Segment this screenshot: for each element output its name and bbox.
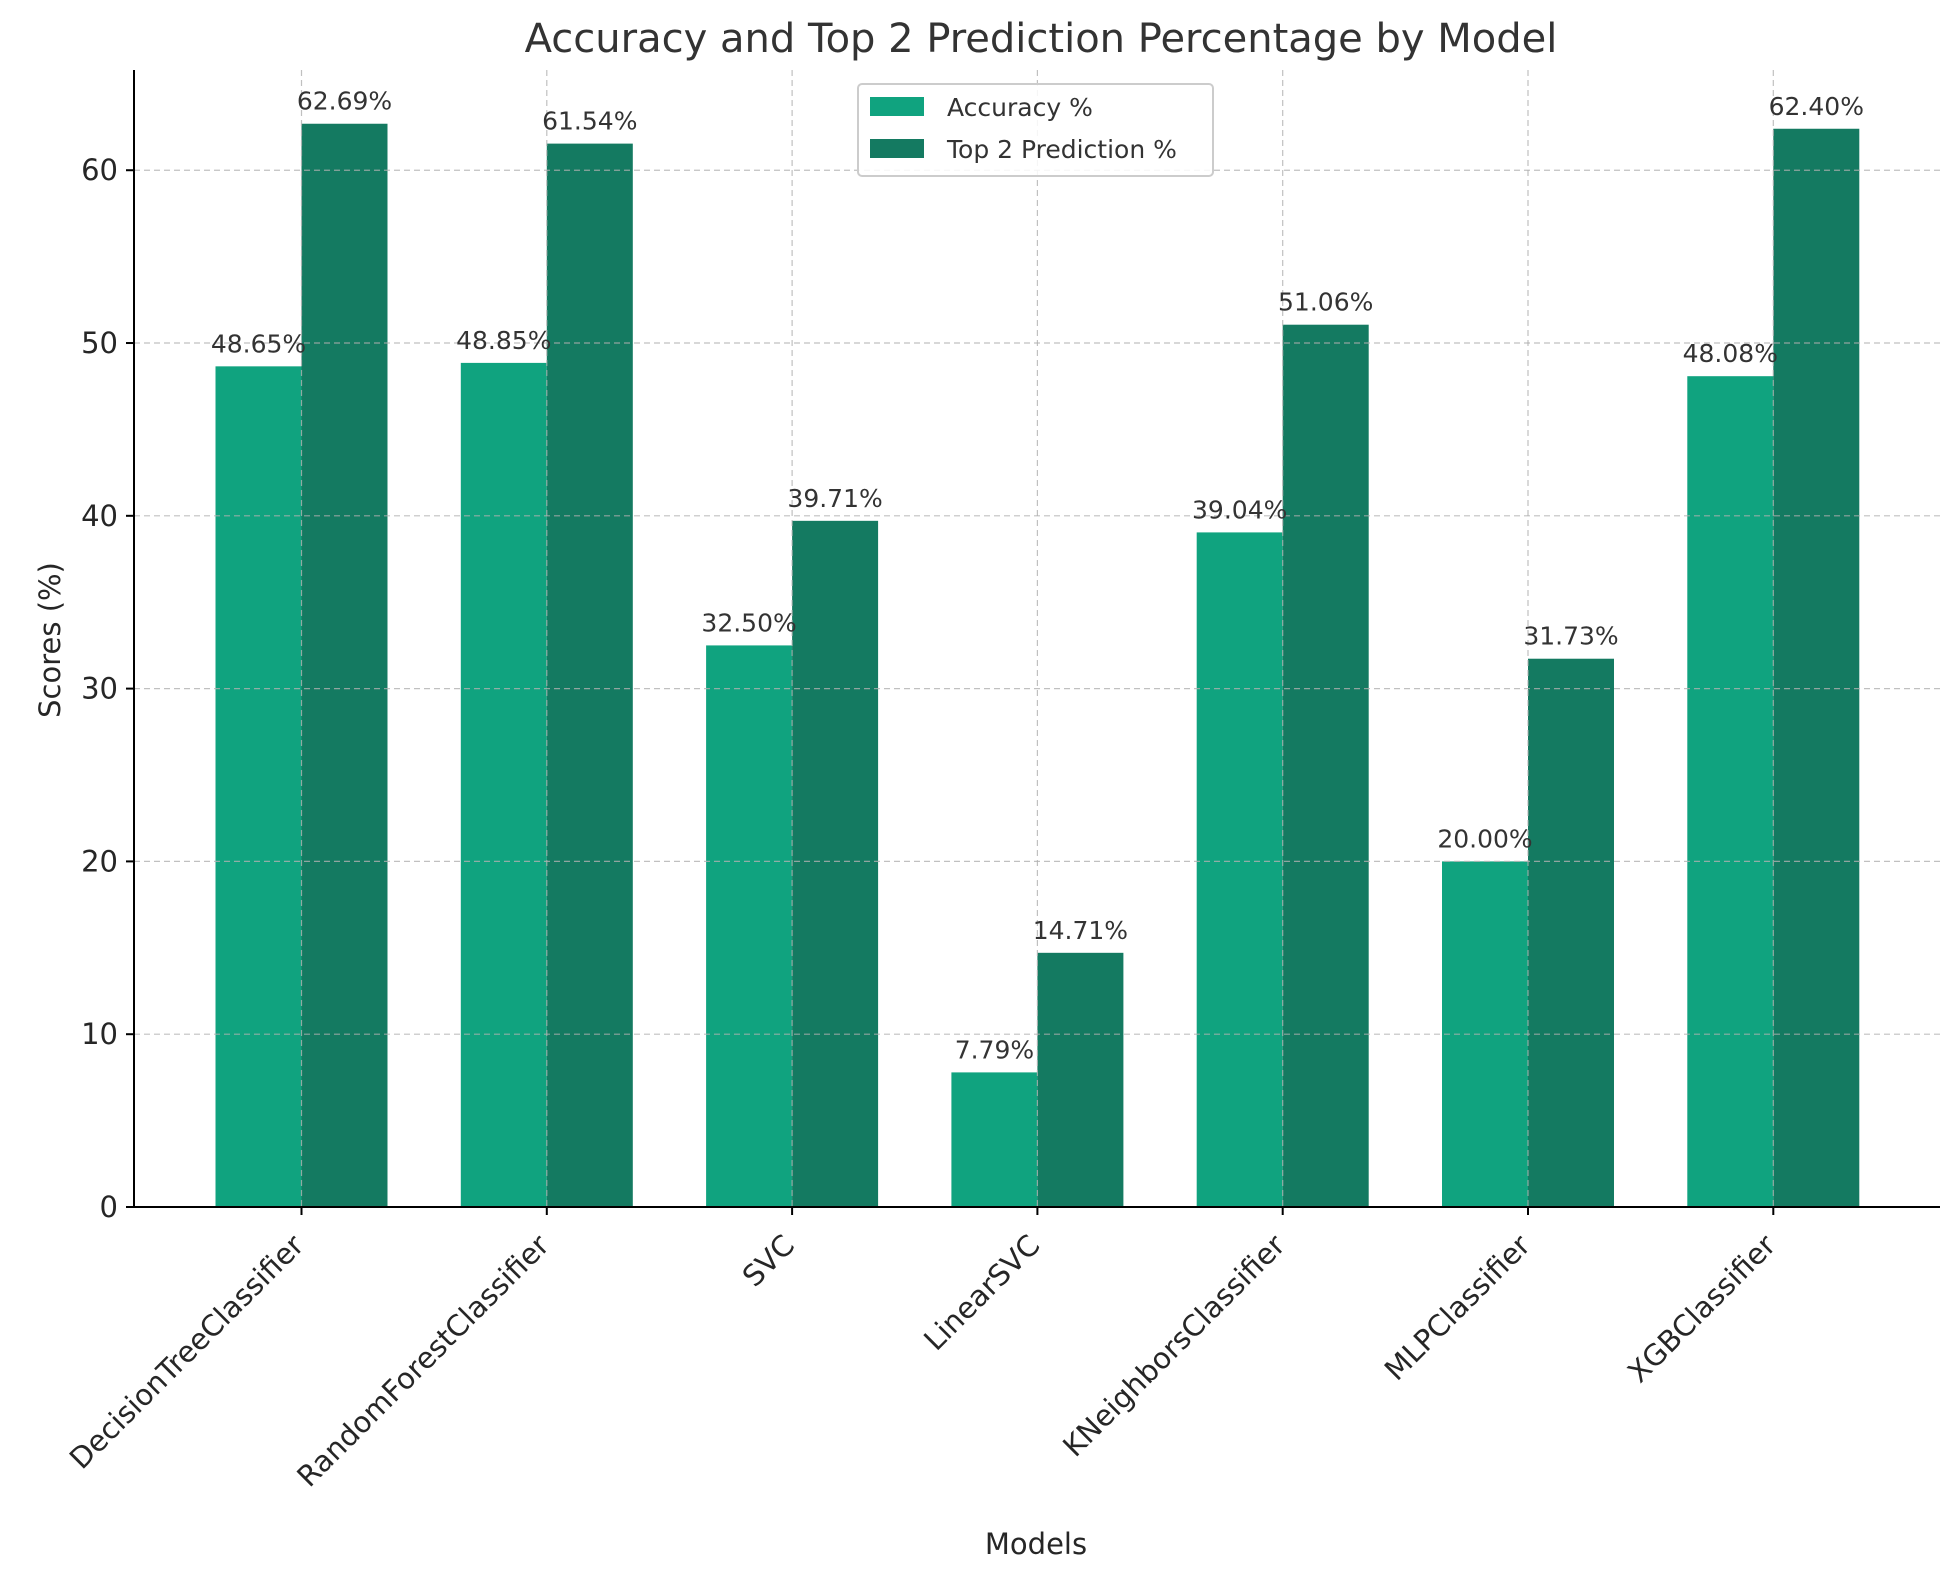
x-axis-label: Models xyxy=(985,1527,1087,1561)
legend: Accuracy % Top 2 Prediction % xyxy=(857,83,1214,177)
bar-accuracy-xgbclassifier xyxy=(1687,376,1774,1207)
x-tick-label: MLPClassifier xyxy=(1378,1228,1537,1387)
y-tick-label: 30 xyxy=(81,672,118,706)
legend-swatch-accuracy xyxy=(870,97,924,116)
y-tick-label: 60 xyxy=(81,153,118,187)
legend-label-top2: Top 2 Prediction % xyxy=(946,135,1177,164)
data-label-top2-decisiontreeclassifier: 62.69% xyxy=(297,87,392,116)
bar-top2-randomforestclassifier xyxy=(546,143,633,1208)
bar-top2-mlpclassifier xyxy=(1528,658,1614,1207)
data-label-accuracy-randomforestclassifier: 48.85% xyxy=(456,326,551,355)
bar-top2-xgbclassifier xyxy=(1773,128,1860,1208)
data-label-top2-mlpclassifier: 31.73% xyxy=(1523,622,1618,651)
y-tick-label: 40 xyxy=(81,499,118,533)
data-label-top2-linearsvc: 14.71% xyxy=(1033,916,1128,945)
x-tick-label: SVC xyxy=(736,1228,801,1293)
bar-top2-linearsvc xyxy=(1037,952,1124,1207)
x-tick-label: KNeighborsClassifier xyxy=(1056,1228,1291,1463)
data-label-top2-randomforestclassifier: 61.54% xyxy=(542,107,637,136)
grid xyxy=(134,70,1940,1207)
y-axis-label: Scores (%) xyxy=(33,562,67,718)
bar-top2-decisiontreeclassifier xyxy=(301,123,388,1208)
bar-accuracy-decisiontreeclassifier xyxy=(215,366,302,1208)
x-tick-label: RandomForestClassifier xyxy=(290,1228,556,1494)
bar-top2-kneighborsclassifier xyxy=(1282,324,1369,1208)
data-label-accuracy-kneighborsclassifier: 39.04% xyxy=(1192,495,1287,524)
chart-title: Accuracy and Top 2 Prediction Percentage… xyxy=(525,16,1558,62)
axes xyxy=(126,70,1940,1215)
data-label-top2-xgbclassifier: 62.40% xyxy=(1769,92,1864,121)
bar-accuracy-svc xyxy=(706,645,793,1207)
x-tick-label: XGBClassifier xyxy=(1621,1228,1782,1389)
y-tick-label: 0 xyxy=(100,1190,118,1224)
y-tick-label: 20 xyxy=(81,844,118,878)
data-label-top2-svc: 39.71% xyxy=(787,484,882,513)
y-tick-label: 10 xyxy=(81,1017,118,1051)
bar-accuracy-randomforestclassifier xyxy=(460,362,547,1207)
data-labels: 48.65% 48.85% 32.50% 7.79% 39.04% 20.00% 48.08… xyxy=(211,87,1864,1065)
bars xyxy=(215,123,1860,1208)
legend-box xyxy=(857,83,1214,177)
data-label-top2-kneighborsclassifier: 51.06% xyxy=(1278,288,1373,317)
y-tick-label: 50 xyxy=(81,326,118,360)
x-tick-label: DecisionTreeClassifier xyxy=(63,1228,311,1476)
data-label-accuracy-decisiontreeclassifier: 48.65% xyxy=(211,329,306,358)
bar-accuracy-linearsvc xyxy=(951,1072,1038,1207)
bar-top2-svc xyxy=(792,520,879,1207)
data-label-accuracy-linearsvc: 7.79% xyxy=(955,1035,1034,1064)
legend-label-accuracy: Accuracy % xyxy=(947,93,1093,122)
legend-swatch-top2 xyxy=(870,139,924,158)
data-label-accuracy-mlpclassifier: 20.00% xyxy=(1437,824,1532,853)
x-tick-label: LinearSVC xyxy=(917,1228,1046,1357)
bar-accuracy-kneighborsclassifier xyxy=(1196,532,1283,1207)
data-label-accuracy-xgbclassifier: 48.08% xyxy=(1683,339,1778,368)
data-label-accuracy-svc: 32.50% xyxy=(701,608,796,637)
